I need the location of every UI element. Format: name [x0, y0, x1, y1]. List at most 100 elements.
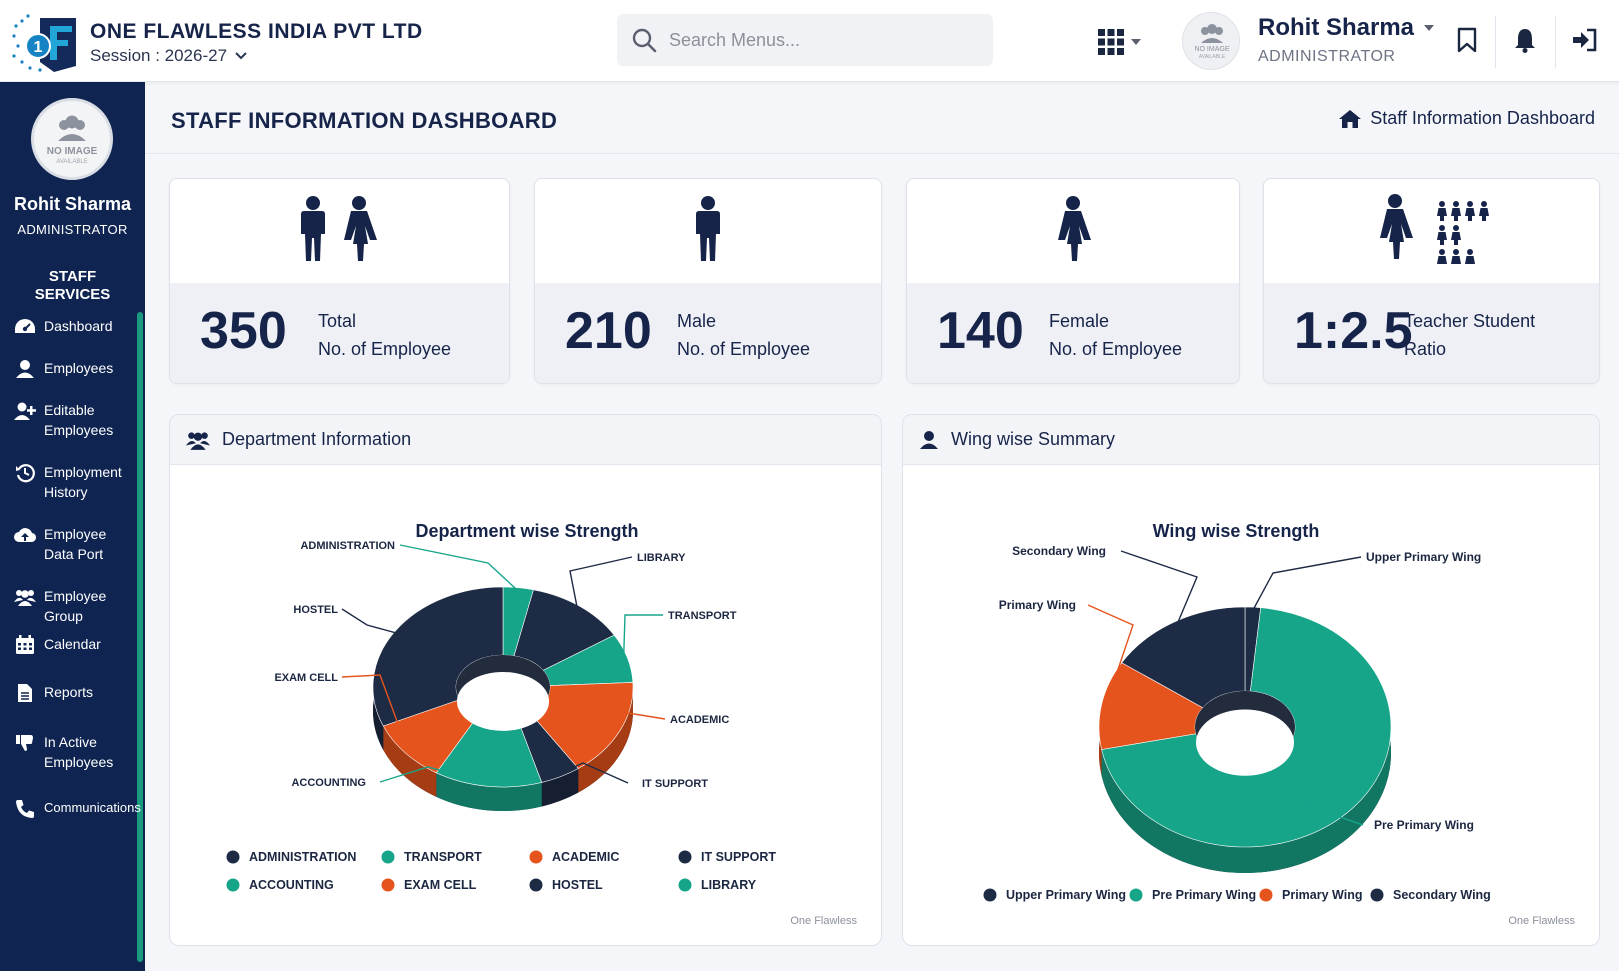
department-panel: Department Information Department wise S… [169, 414, 882, 946]
stat-caption: Teacher Student Ratio [1404, 307, 1535, 363]
stat-value: 350 [200, 302, 287, 360]
legend-item-upper-primary-wing[interactable]: Upper Primary Wing [983, 888, 1127, 902]
session-selector[interactable]: Session : 2026-27 [90, 46, 247, 66]
sidebar-item-editable-employees[interactable]: Editable Employees [14, 400, 138, 440]
header-divider [1555, 16, 1556, 68]
legend-item-it-support[interactable]: IT SUPPORT [678, 850, 777, 864]
legend-swatch [983, 888, 997, 902]
data-label-library: LIBRARY [637, 552, 686, 564]
user-name: Rohit Sharma [1258, 14, 1415, 41]
file-icon [14, 682, 36, 704]
chart-credit: One Flawless [1508, 915, 1575, 927]
sidebar-item-label: Communications [44, 800, 141, 815]
legend-item-accounting[interactable]: ACCOUNTING [226, 878, 334, 892]
stat-caption: Total No. of Employee [318, 307, 451, 363]
avatar-placeholder-text: NO IMAGE [47, 146, 98, 157]
leader-line-primary-wing [1087, 604, 1134, 706]
legend-swatch [1129, 888, 1143, 902]
company-logo: 1 [12, 14, 76, 72]
logout-button[interactable] [1567, 22, 1603, 58]
header-avatar[interactable]: NO IMAGE AVAILABLE [1182, 12, 1240, 70]
legend-item-secondary-wing[interactable]: Secondary Wing [1370, 888, 1491, 902]
legend-swatch [226, 850, 240, 864]
legend-item-transport[interactable]: TRANSPORT [381, 850, 483, 864]
panel-title: Department Information [222, 429, 412, 449]
data-label-accounting: ACCOUNTING [291, 777, 366, 789]
logout-icon [1573, 28, 1597, 52]
sidebar-item-dashboard[interactable]: Dashboard [14, 316, 138, 338]
sidebar-item-inactive-employees[interactable]: In Active Employees [14, 732, 138, 772]
sidebar-item-employment-history[interactable]: Employment History [14, 462, 138, 502]
legend-item-library[interactable]: LIBRARY [678, 878, 757, 892]
sidebar-item-label: Employee Group [44, 588, 107, 624]
stat-footer: 210 Male No. of Employee [535, 283, 881, 383]
search-box[interactable] [617, 14, 993, 66]
legend-item-exam-cell[interactable]: EXAM CELL [381, 878, 477, 892]
legend-swatch [1259, 888, 1273, 902]
user-icon [920, 430, 938, 449]
data-label-secondary-wing: Secondary Wing [1012, 544, 1106, 558]
sidebar-item-employees[interactable]: Employees [14, 358, 138, 380]
sidebar-item-employee-group[interactable]: Employee Group [14, 586, 138, 626]
panel-header: Department Information [170, 415, 881, 465]
bookmark-button[interactable] [1449, 22, 1485, 58]
sidebar-item-employee-data-port[interactable]: Employee Data Port [14, 524, 138, 564]
male-icon [535, 193, 881, 265]
users-icon [186, 431, 210, 450]
history-icon [14, 462, 36, 484]
svg-text:1: 1 [34, 39, 43, 56]
stat-caption-line: Ratio [1404, 339, 1447, 359]
legend-item-primary-wing[interactable]: Primary Wing [1259, 888, 1363, 902]
slice-side-it-support [541, 768, 579, 807]
stat-card-total: 350 Total No. of Employee [169, 178, 510, 384]
bookmark-icon [1457, 27, 1477, 53]
legend-item-pre-primary-wing[interactable]: Pre Primary Wing [1129, 888, 1257, 902]
leader-line-exam-cell [341, 674, 409, 751]
sidebar-item-reports[interactable]: Reports [14, 682, 138, 704]
notifications-button[interactable] [1507, 22, 1543, 58]
stat-footer: 350 Total No. of Employee [170, 283, 509, 383]
legend-label: TRANSPORT [404, 850, 482, 864]
legend-item-academic[interactable]: ACADEMIC [529, 850, 620, 864]
stat-value: 210 [565, 302, 652, 360]
panel-header: Wing wise Summary [903, 415, 1599, 465]
legend-swatch [1370, 888, 1384, 902]
donut-hole [456, 671, 550, 731]
sidebar-item-calendar[interactable]: Calendar [14, 634, 138, 656]
calendar-icon [14, 634, 36, 656]
sidebar-item-label: Employee Data Port [44, 526, 107, 562]
legend-item-hostel[interactable]: HOSTEL [529, 878, 604, 892]
search-input[interactable] [669, 29, 969, 51]
legend-item-administration[interactable]: ADMINISTRATION [226, 850, 357, 864]
leader-line-accounting [379, 766, 489, 784]
user-edit-icon [14, 400, 36, 422]
data-label-upper-primary-wing: Upper Primary Wing [1366, 550, 1481, 564]
data-label-hostel: HOSTEL [293, 604, 338, 616]
dashboard-icon [14, 316, 36, 338]
legend-swatch [529, 878, 543, 892]
user-menu[interactable]: Rohit Sharma [1258, 14, 1435, 42]
wing-donut-chart: Wing wise Strength Upper Primary Wing Pre … [983, 521, 1491, 902]
caret-down-icon [1424, 25, 1435, 31]
legend-swatch [381, 878, 395, 892]
sidebar-scrollbar[interactable] [137, 312, 143, 962]
legend-label: ACCOUNTING [249, 878, 334, 892]
sidebar-item-communications[interactable]: Communications [14, 798, 141, 820]
stat-footer: 140 Female No. of Employee [907, 283, 1239, 383]
user-role: ADMINISTRATOR [1258, 48, 1396, 65]
stat-value: 1:2.5 [1294, 302, 1413, 360]
stat-caption-line: No. of Employee [318, 339, 452, 359]
sidebar-item-label: Calendar [44, 636, 101, 652]
leader-line-pre-primary-wing [1304, 804, 1364, 826]
male-female-icon [170, 193, 509, 265]
section-title-line: SERVICES [34, 286, 111, 303]
stat-caption: Female No. of Employee [1049, 307, 1182, 363]
female-icon [907, 193, 1239, 265]
avatar-placeholder-text: NO IMAGE [1194, 46, 1229, 53]
breadcrumb[interactable]: Staff Information Dashboard [1338, 108, 1595, 129]
apps-menu-button[interactable] [1097, 28, 1141, 56]
stat-card-ratio: 1:2.5 Teacher Student Ratio [1263, 178, 1600, 384]
legend-label: LIBRARY [701, 878, 757, 892]
home-icon [1339, 109, 1362, 128]
sidebar-item-label: Employment History [44, 464, 122, 500]
